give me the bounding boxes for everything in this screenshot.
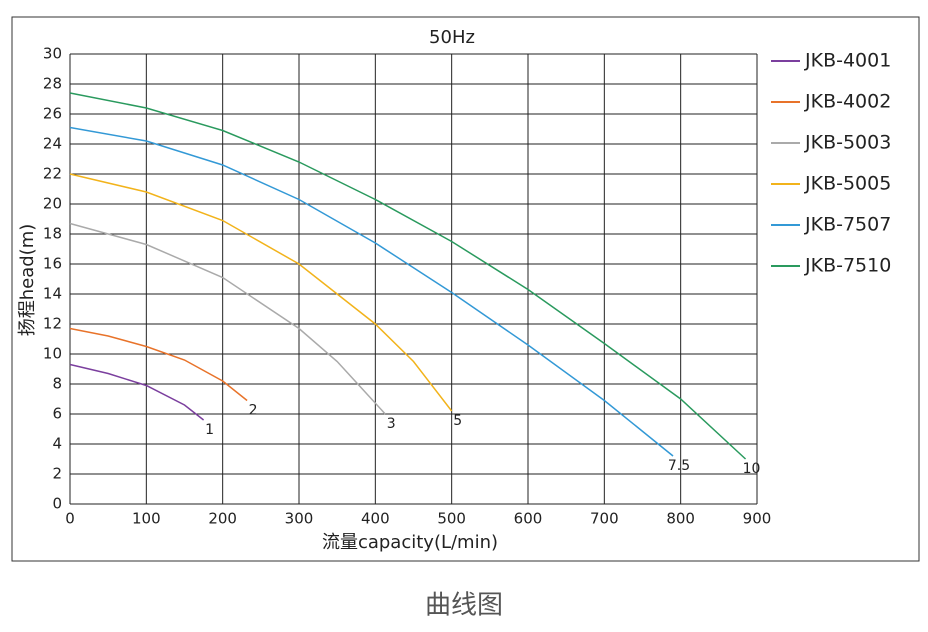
series-line [69, 173, 453, 412]
x-tick-label: 400 [361, 510, 390, 528]
x-tick-label: 700 [590, 510, 619, 528]
legend-label: JKB-5003 [804, 132, 891, 154]
y-tick-label: 18 [43, 225, 62, 243]
y-tick-label: 8 [52, 375, 62, 393]
curve-label: 2 [249, 403, 258, 419]
series-line [69, 92, 747, 460]
y-tick-label: 4 [52, 435, 62, 453]
curve-label: 3 [387, 416, 396, 432]
series-line [69, 222, 386, 415]
y-tick-label: 14 [43, 285, 62, 303]
y-tick-label: 26 [43, 105, 62, 123]
y-tick-label: 20 [43, 195, 62, 213]
y-tick-label: 12 [43, 315, 62, 333]
legend-label: JKB-7507 [804, 214, 891, 236]
legend-label: JKB-4001 [804, 50, 891, 72]
curve-label: 1 [205, 422, 214, 438]
y-tick-label: 10 [43, 345, 62, 363]
x-tick-label: 800 [666, 510, 695, 528]
series-line [69, 327, 248, 402]
x-tick-label: 600 [514, 510, 543, 528]
y-tick-label: 28 [43, 75, 62, 93]
legend-label: JKB-7510 [804, 255, 891, 277]
x-tick-label: 0 [65, 510, 75, 528]
frame [11, 16, 920, 562]
curve-label: 5 [453, 413, 462, 429]
curve-label: 7.5 [668, 458, 690, 474]
y-tick-label: 6 [52, 405, 62, 423]
x-tick-label: 200 [208, 510, 237, 528]
y-tick-label: 0 [52, 495, 62, 513]
legend-label: JKB-4002 [804, 91, 891, 113]
x-tick-label: 300 [285, 510, 314, 528]
legend-label: JKB-5005 [804, 173, 891, 195]
y-tick-label: 2 [52, 465, 62, 483]
x-tick-label: 900 [743, 510, 772, 528]
chart-title: 50Hz [429, 27, 475, 48]
y-tick-label: 30 [43, 45, 62, 63]
y-tick-label: 22 [43, 165, 62, 183]
y-tick-label: 16 [43, 255, 62, 273]
x-axis-title: 流量capacity(L/min) [322, 532, 498, 553]
series-line [69, 126, 674, 457]
curve-label: 10 [743, 461, 761, 477]
caption: 曲线图 [425, 591, 503, 621]
x-tick-label: 100 [132, 510, 161, 528]
series-line [69, 363, 205, 421]
y-tick-label: 24 [43, 135, 62, 153]
y-axis-title: 扬程head(m) [17, 224, 38, 337]
x-tick-label: 500 [437, 510, 466, 528]
